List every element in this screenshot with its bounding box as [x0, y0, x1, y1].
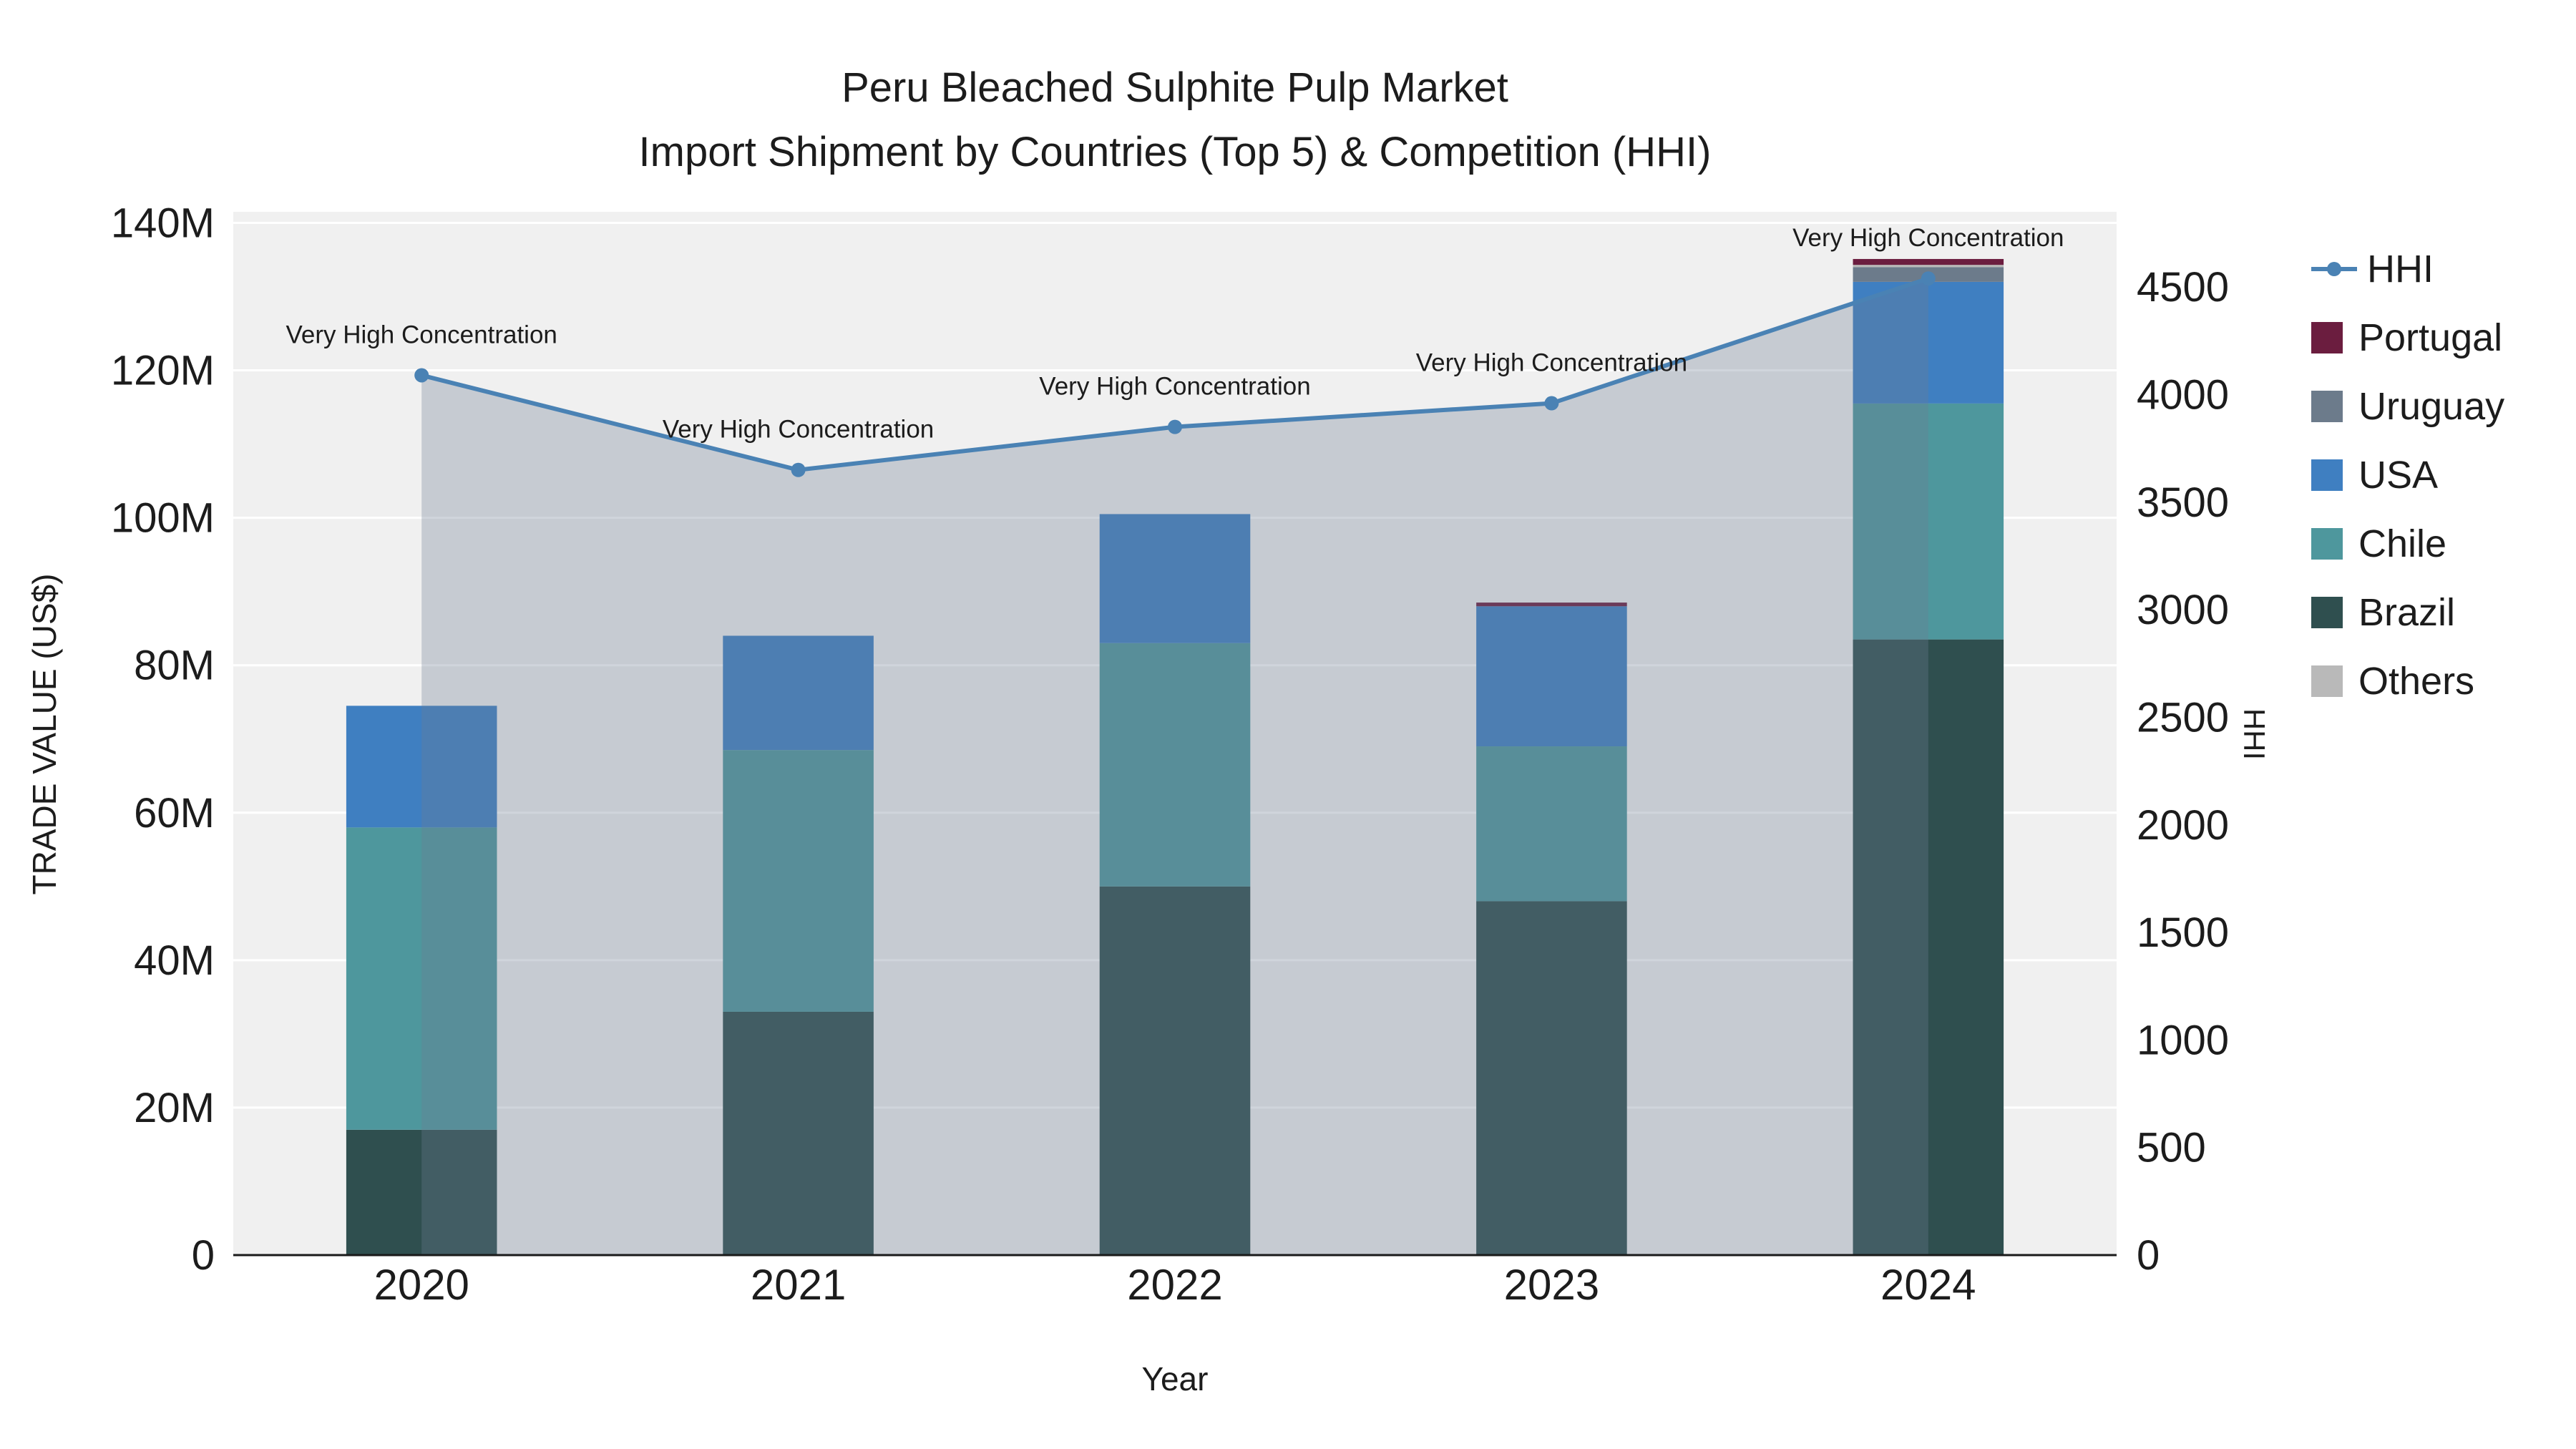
hhi-area-fill — [421, 278, 1928, 1255]
legend: HHI Portugal Uruguay USA Chile Brazil Others — [2311, 235, 2504, 716]
legend-label: USA — [2358, 454, 2439, 497]
y-right-tick-label: 2500 — [2137, 694, 2229, 741]
legend-item-hhi[interactable]: HHI — [2311, 235, 2504, 303]
y-left-tick-label: 100M — [111, 495, 215, 542]
bar-segment-chile-2020[interactable] — [346, 827, 497, 1130]
bar-segment-usa-2021[interactable] — [723, 635, 874, 751]
chart-title: Peru Bleached Sulphite Pulp Market Impor… — [233, 56, 2117, 185]
bar-segment-portugal-2024[interactable] — [1853, 258, 2004, 265]
legend-color-swatch — [2311, 597, 2343, 628]
legend-label: Brazil — [2358, 591, 2456, 634]
y-left-tick-label: 0 — [192, 1232, 215, 1279]
bar-segment-usa-2022[interactable] — [1099, 514, 1251, 643]
hhi-marker-2023[interactable] — [1544, 396, 1559, 411]
legend-item-uruguay[interactable]: Uruguay — [2311, 372, 2504, 441]
legend-label: HHI — [2367, 248, 2434, 291]
legend-color-swatch — [2311, 322, 2343, 353]
y-right-tick-label: 1000 — [2137, 1017, 2229, 1063]
legend-color-swatch — [2311, 528, 2343, 560]
y-right-tick-label: 4500 — [2137, 264, 2229, 311]
legend-item-chile[interactable]: Chile — [2311, 509, 2504, 578]
bar-segment-usa-2020[interactable] — [346, 706, 497, 828]
legend-item-usa[interactable]: USA — [2311, 441, 2504, 509]
bar-segment-chile-2024[interactable] — [1853, 403, 2004, 640]
chart-title-line2: Import Shipment by Countries (Top 5) & C… — [638, 128, 1712, 175]
y-right-tick-label: 1500 — [2137, 909, 2229, 956]
bar-segment-brazil-2022[interactable] — [1099, 886, 1251, 1255]
bar-segment-brazil-2024[interactable] — [1853, 639, 2004, 1255]
hhi-annotation-2023: Very High Concentration — [1416, 349, 1687, 377]
x-tick-label-2021: 2021 — [751, 1261, 846, 1309]
y-right-tick-label: 2000 — [2137, 802, 2229, 849]
y-right-tick-label: 3000 — [2137, 587, 2229, 633]
chart-title-line1: Peru Bleached Sulphite Pulp Market — [841, 64, 1508, 111]
bar-segment-brazil-2020[interactable] — [346, 1129, 497, 1255]
x-tick-label-2024: 2024 — [1880, 1261, 1976, 1309]
legend-label: Chile — [2358, 522, 2447, 565]
y-left-tick-label: 140M — [111, 200, 215, 246]
y-right-tick-label: 3500 — [2137, 479, 2229, 526]
legend-label: Uruguay — [2358, 385, 2505, 428]
hhi-annotation-2024: Very High Concentration — [1792, 224, 2064, 252]
hhi-annotation-2021: Very High Concentration — [663, 416, 934, 444]
y-left-tick-label: 120M — [111, 348, 215, 394]
legend-color-swatch — [2311, 665, 2343, 697]
hhi-marker-2020[interactable] — [414, 368, 429, 383]
legend-label: Portugal — [2358, 316, 2503, 359]
legend-label: Others — [2358, 660, 2475, 703]
x-tick-label-2023: 2023 — [1504, 1261, 1599, 1309]
hhi-marker-2024[interactable] — [1921, 271, 1936, 286]
hhi-annotation-2022: Very High Concentration — [1039, 373, 1310, 401]
y-left-tick-label: 60M — [134, 790, 215, 836]
hhi-marker-2021[interactable] — [791, 462, 806, 477]
y-right-tick-label: 4000 — [2137, 372, 2229, 419]
y-right-tick-label: 500 — [2137, 1125, 2206, 1171]
bar-segment-usa-2023[interactable] — [1476, 606, 1627, 747]
y-right-tick-label: 0 — [2137, 1232, 2160, 1279]
legend-item-others[interactable]: Others — [2311, 647, 2504, 716]
bar-segment-portugal-2023[interactable] — [1476, 602, 1627, 607]
y-left-tick-label: 20M — [134, 1085, 215, 1131]
y-left-tick-label: 40M — [134, 937, 215, 984]
bar-segment-chile-2023[interactable] — [1476, 746, 1627, 902]
bar-segment-brazil-2023[interactable] — [1476, 901, 1627, 1255]
legend-line-marker-icon — [2311, 253, 2357, 285]
legend-item-portugal[interactable]: Portugal — [2311, 303, 2504, 372]
hhi-annotation-2020: Very High Concentration — [286, 321, 557, 348]
y-left-tick-label: 80M — [134, 643, 215, 689]
bar-segment-chile-2021[interactable] — [723, 750, 874, 1012]
legend-color-swatch — [2311, 459, 2343, 491]
legend-color-swatch — [2311, 391, 2343, 422]
x-axis-title: Year — [1141, 1360, 1209, 1397]
legend-item-brazil[interactable]: Brazil — [2311, 578, 2504, 647]
bar-segment-usa-2024[interactable] — [1853, 281, 2004, 404]
hhi-marker-2022[interactable] — [1168, 419, 1182, 434]
bar-segment-brazil-2021[interactable] — [723, 1011, 874, 1255]
x-tick-label-2022: 2022 — [1127, 1261, 1222, 1309]
bar-segment-chile-2022[interactable] — [1099, 643, 1251, 887]
bar-segment-others-2024[interactable] — [1853, 265, 2004, 268]
x-tick-label-2020: 2020 — [374, 1261, 469, 1309]
